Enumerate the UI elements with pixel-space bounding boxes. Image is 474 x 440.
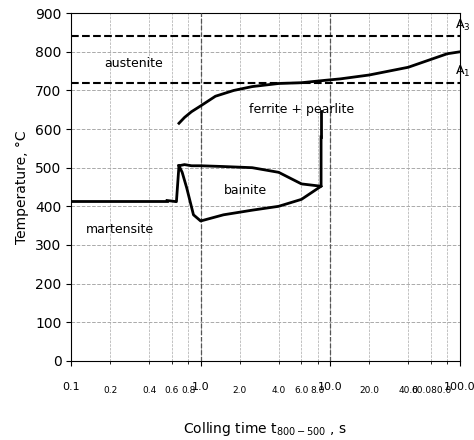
Text: 6.0: 6.0 <box>294 386 309 395</box>
Text: 40.0: 40.0 <box>398 386 418 395</box>
Text: ferrite + pearlite: ferrite + pearlite <box>249 103 354 116</box>
Text: 60.080.0: 60.080.0 <box>411 386 451 395</box>
Text: 0.4: 0.4 <box>142 386 156 395</box>
Text: 0.6: 0.6 <box>165 386 179 395</box>
Text: 20.0: 20.0 <box>359 386 379 395</box>
Text: bainite: bainite <box>223 184 266 198</box>
Text: 4.0: 4.0 <box>272 386 286 395</box>
Text: 0.8: 0.8 <box>181 386 195 395</box>
Text: A$_1$: A$_1$ <box>455 64 471 79</box>
Text: 0.2: 0.2 <box>103 386 117 395</box>
Text: A$_3$: A$_3$ <box>455 18 471 33</box>
Y-axis label: Temperature, °C: Temperature, °C <box>16 130 29 244</box>
Text: austenite: austenite <box>104 57 163 70</box>
Text: 8.0: 8.0 <box>310 386 325 395</box>
Text: martensite: martensite <box>86 223 154 236</box>
X-axis label: Colling time t$_{800-500}$ , s: Colling time t$_{800-500}$ , s <box>183 420 347 438</box>
Text: 2.0: 2.0 <box>233 386 247 395</box>
